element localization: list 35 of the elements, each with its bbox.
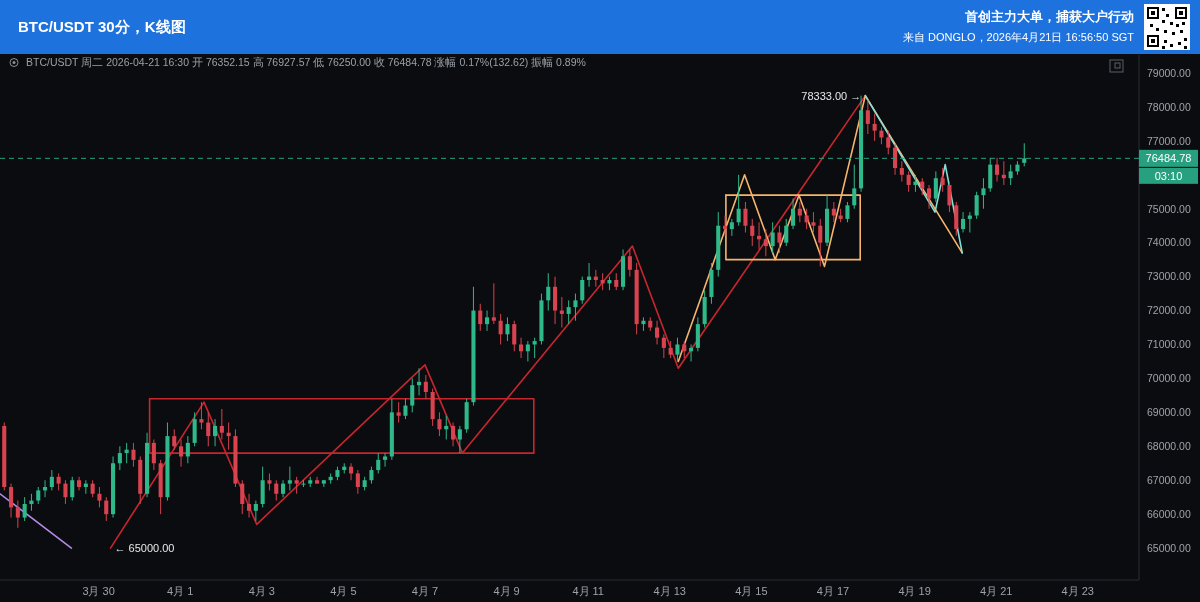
y-tick-label: 78000.00 xyxy=(1147,100,1191,113)
y-tick-label: 66000.00 xyxy=(1147,507,1191,520)
x-tick-label: 4月 1 xyxy=(167,585,194,597)
y-tick-label: 77000.00 xyxy=(1147,134,1191,147)
x-tick-label: 4月 5 xyxy=(330,585,357,597)
x-tick-label: 4月 13 xyxy=(653,585,687,597)
y-tick-label: 75000.00 xyxy=(1147,202,1191,215)
y-tick-label: 67000.00 xyxy=(1147,474,1191,487)
text: 首创主力大单，捕获大户行动 xyxy=(964,9,1134,24)
y-tick-label: 68000.00 xyxy=(1147,440,1191,453)
text: 03:10 xyxy=(1154,169,1183,182)
x-tick-label: 4月 7 xyxy=(411,585,439,597)
y-tick-label: 74000.00 xyxy=(1147,236,1191,249)
x-tick-label: 4月 3 xyxy=(248,585,275,597)
x-tick-label: 4月 17 xyxy=(816,585,850,597)
x-tick-label: 4月 19 xyxy=(898,585,931,597)
annotation: 78333.00 → xyxy=(801,89,862,102)
y-tick-label: 65000.00 xyxy=(1147,541,1191,554)
y-tick-label: 70000.00 xyxy=(1147,372,1191,385)
x-tick-label: 4月 9 xyxy=(493,585,520,597)
x-tick-label: 4月 15 xyxy=(735,585,768,597)
y-tick-label: 73000.00 xyxy=(1147,270,1191,283)
x-tick-label: 4月 11 xyxy=(572,585,604,597)
y-tick-label: 69000.00 xyxy=(1147,406,1191,419)
x-tick-label: 4月 21 xyxy=(979,585,1013,597)
y-tick-label: 72000.00 xyxy=(1147,304,1191,317)
x-tick-label: 3月 30 xyxy=(82,585,115,597)
y-tick-label: 79000.00 xyxy=(1147,66,1191,79)
y-tick-label: 71000.00 xyxy=(1147,338,1191,351)
x-tick-label: 4月 23 xyxy=(1061,585,1095,597)
chart-title: BTC/USDT 30分，K线图 xyxy=(18,18,186,35)
chart-subtitle: BTC/USDT 周二 2026-04-21 16:30 开 76352.15 高 76927.57 低 76250.00 收 76484.78 涨幅 0.17%(132.62) 振幅 0.89% xyxy=(26,56,586,68)
ref-line-label: 76484.78 xyxy=(1145,152,1192,165)
annotation: ← 65000.00 xyxy=(114,542,175,555)
text: 来自 DONGLO，2026年4月21日 16:56:50 SGT xyxy=(902,31,1135,43)
